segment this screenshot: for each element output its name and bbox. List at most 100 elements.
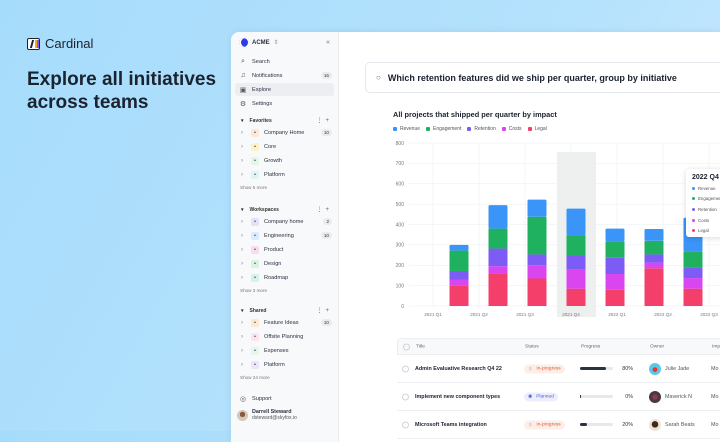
bar-segment-engagement[interactable] bbox=[566, 235, 586, 256]
bar-segment-engagement[interactable] bbox=[449, 250, 469, 271]
bar-segment-costs[interactable] bbox=[605, 274, 625, 290]
column-header[interactable]: Title bbox=[416, 344, 425, 349]
chevron-right-icon[interactable]: › bbox=[241, 319, 243, 326]
table-row[interactable]: Admin Evaluative Research Q4 22 ☼ In-progr… bbox=[397, 355, 720, 383]
sidebar-item-platform[interactable]: › • Platform bbox=[241, 168, 334, 181]
row-checkbox[interactable] bbox=[402, 393, 409, 400]
bar-segment-retention[interactable] bbox=[527, 254, 547, 266]
sidebar-item-settings[interactable]: ⚙ Settings bbox=[239, 97, 334, 110]
table-row[interactable]: Microsoft Teams integration ☼ In-progress 2… bbox=[397, 411, 720, 439]
bar-segment-retention[interactable] bbox=[449, 270, 469, 280]
workspace-name: ACME bbox=[252, 39, 270, 46]
bar-segment-costs[interactable] bbox=[527, 265, 547, 279]
project-title[interactable]: Admin Evaluative Research Q4 22 bbox=[415, 365, 502, 372]
sidebar-item-growth[interactable]: › • Growth bbox=[241, 154, 334, 167]
bar-segment-revenue[interactable] bbox=[566, 208, 586, 236]
bar-segment-engagement[interactable] bbox=[605, 241, 625, 258]
owner[interactable]: Maverick N bbox=[649, 390, 692, 403]
chevron-right-icon[interactable]: › bbox=[241, 274, 243, 281]
section-actions-icon[interactable]: ⋮+ bbox=[316, 308, 332, 314]
sidebar-item-expenses[interactable]: › • Expenses bbox=[241, 344, 334, 357]
bar-segment-legal[interactable] bbox=[449, 285, 469, 306]
bar-segment-costs[interactable] bbox=[488, 266, 508, 274]
bar-segment-revenue[interactable] bbox=[449, 244, 469, 251]
y-tick-label: 800 bbox=[396, 141, 405, 147]
user-profile[interactable]: Darrell Steward dsteward@skyfox.io bbox=[237, 409, 297, 421]
chevron-right-icon[interactable]: › bbox=[241, 260, 243, 267]
table-row[interactable]: Implement new component types ◉ Planned 0% M… bbox=[397, 383, 720, 411]
show-more-link[interactable]: Show 24 more bbox=[240, 375, 270, 380]
section-shared[interactable]: ▾ Shared ⋮+ bbox=[241, 307, 332, 315]
bar-segment-retention[interactable] bbox=[605, 257, 625, 275]
sidebar-item-product[interactable]: › • Product bbox=[241, 243, 334, 256]
section-actions-icon[interactable]: ⋮+ bbox=[316, 207, 332, 213]
chevron-right-icon[interactable]: › bbox=[241, 333, 243, 340]
chevron-right-icon[interactable]: › bbox=[241, 157, 243, 164]
section-workspaces[interactable]: ▾ Workspaces ⋮+ bbox=[241, 206, 332, 214]
row-checkbox[interactable] bbox=[402, 365, 409, 372]
column-header[interactable]: Progress bbox=[581, 344, 601, 349]
bar-segment-retention[interactable] bbox=[644, 254, 664, 263]
bar-segment-costs[interactable] bbox=[449, 279, 469, 286]
workspace-switcher[interactable]: ACME ⇕ bbox=[239, 38, 279, 47]
bar-segment-legal[interactable] bbox=[683, 288, 703, 306]
column-header[interactable]: Status bbox=[525, 344, 539, 349]
sidebar-item-company-home[interactable]: › • Company home 2 bbox=[241, 215, 334, 228]
chevron-right-icon[interactable]: › bbox=[241, 171, 243, 178]
bar-segment-revenue[interactable] bbox=[488, 205, 508, 229]
sidebar-item-explore[interactable]: ▣ Explore bbox=[235, 83, 334, 96]
section-actions-icon[interactable]: ⋮+ bbox=[316, 118, 332, 124]
owner[interactable]: Sarah Beats bbox=[649, 418, 695, 431]
sidebar-item-roadmap[interactable]: › • Roadmap bbox=[241, 271, 334, 284]
bar-segment-legal[interactable] bbox=[527, 278, 547, 306]
bar-segment-legal[interactable] bbox=[605, 289, 625, 306]
bar-segment-costs[interactable] bbox=[566, 269, 586, 289]
bar-segment-retention[interactable] bbox=[566, 255, 586, 270]
collapse-sidebar-icon[interactable]: « bbox=[326, 39, 330, 46]
sidebar-item-notifications[interactable]: ♫ Notifications 16 bbox=[239, 69, 334, 82]
bar-segment-retention[interactable] bbox=[683, 267, 703, 279]
project-title[interactable]: Microsoft Teams integration bbox=[415, 421, 487, 428]
sidebar-item-engineering[interactable]: › • Engineering 10 bbox=[241, 229, 334, 242]
column-header[interactable]: Impact bbox=[712, 344, 720, 349]
sidebar-item-core[interactable]: › • Core bbox=[241, 140, 334, 153]
column-header[interactable]: Owner bbox=[650, 344, 665, 349]
bar-segment-legal[interactable] bbox=[488, 273, 508, 306]
bar-segment-revenue[interactable] bbox=[527, 199, 547, 217]
bar-segment-engagement[interactable] bbox=[527, 216, 547, 255]
chevron-right-icon[interactable]: › bbox=[241, 129, 243, 136]
bar-segment-costs[interactable] bbox=[644, 262, 664, 269]
chevron-right-icon[interactable]: › bbox=[241, 361, 243, 368]
chevron-right-icon[interactable]: › bbox=[241, 232, 243, 239]
bar-segment-engagement[interactable] bbox=[644, 240, 664, 255]
sidebar-item-company-home[interactable]: › • Company Home 10 bbox=[241, 126, 334, 139]
y-tick-label: 400 bbox=[396, 222, 405, 228]
section-favorites[interactable]: ▾ Favorites ⋮+ bbox=[241, 117, 332, 125]
legend-label: Legal bbox=[534, 126, 547, 132]
show-more-link[interactable]: Show 3 more bbox=[240, 288, 268, 293]
search-input[interactable]: ○ Which retention features did we ship pe… bbox=[365, 62, 720, 93]
bar-segment-engagement[interactable] bbox=[683, 251, 703, 268]
chevron-right-icon[interactable]: › bbox=[241, 246, 243, 253]
sidebar-item-feature-ideas[interactable]: › • Feature Ideas 10 bbox=[241, 316, 334, 329]
sidebar-item-support[interactable]: ◎ Support bbox=[239, 392, 334, 405]
bar-segment-revenue[interactable] bbox=[605, 228, 625, 242]
bar-segment-legal[interactable] bbox=[566, 288, 586, 306]
sidebar-item-offsite-planning[interactable]: › • Offsite Planning bbox=[241, 330, 334, 343]
bar-segment-revenue[interactable] bbox=[644, 228, 664, 241]
bar-segment-costs[interactable] bbox=[683, 278, 703, 289]
select-all-checkbox[interactable] bbox=[403, 343, 410, 350]
chevron-right-icon[interactable]: › bbox=[241, 143, 243, 150]
owner[interactable]: Julie Jade bbox=[649, 362, 689, 375]
sidebar-item-search[interactable]: ⌕ Search bbox=[239, 55, 334, 68]
row-checkbox[interactable] bbox=[402, 421, 409, 428]
sidebar-item-design[interactable]: › • Design bbox=[241, 257, 334, 270]
chevron-right-icon[interactable]: › bbox=[241, 218, 243, 225]
project-title[interactable]: Implement new component types bbox=[415, 393, 501, 400]
bar-segment-retention[interactable] bbox=[488, 248, 508, 267]
sidebar-item-platform[interactable]: › • Platform bbox=[241, 358, 334, 371]
bar-segment-engagement[interactable] bbox=[488, 228, 508, 249]
show-more-link[interactable]: Show 5 more bbox=[240, 185, 268, 190]
bar-segment-legal[interactable] bbox=[644, 268, 664, 306]
chevron-right-icon[interactable]: › bbox=[241, 347, 243, 354]
